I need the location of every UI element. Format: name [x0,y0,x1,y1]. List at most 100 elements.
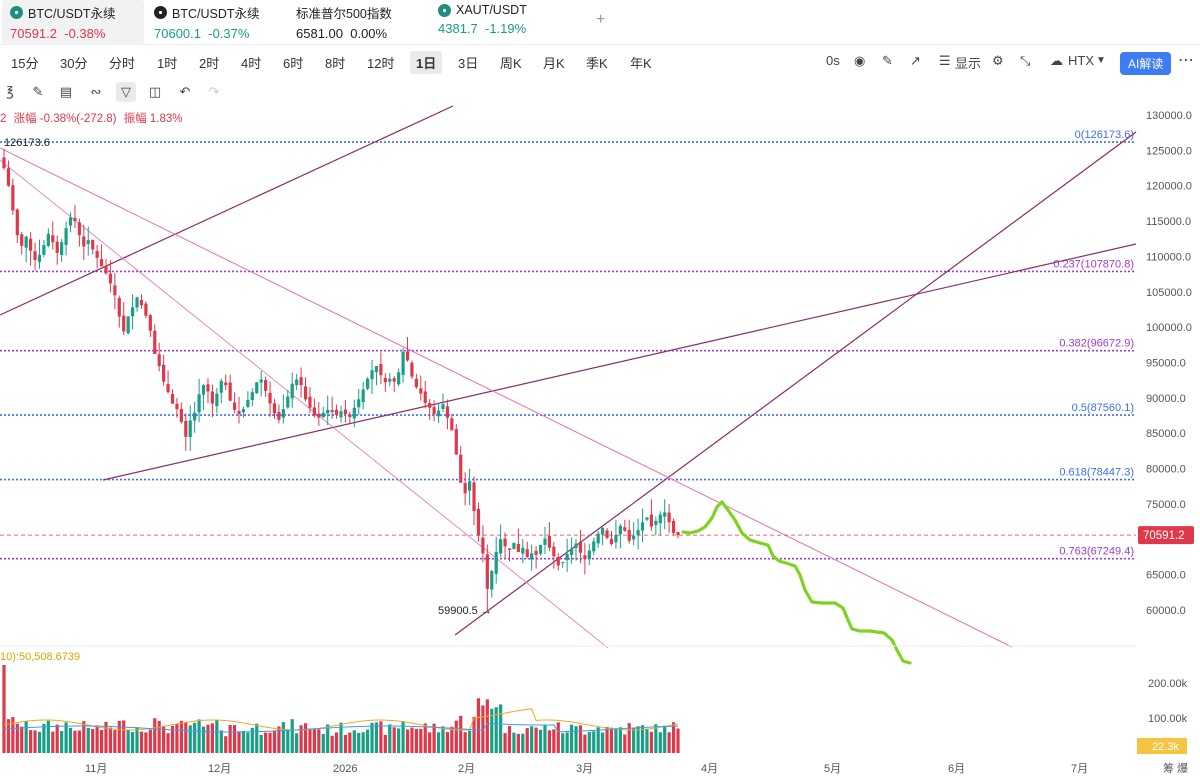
volume-bar [326,724,330,753]
candle-body [467,481,472,491]
ticker-tab-btc-perp-2[interactable]: BTC/USDT永续 70600.1 -0.37% [146,0,286,44]
candle-body [370,370,374,380]
chevron-down-icon[interactable]: ▼ [1096,55,1106,66]
ticker-tab-xaut[interactable]: XAUT/USDT 4381.7 -1.19% [430,0,570,44]
volume-bar [640,725,645,753]
volume-bar [348,732,352,753]
trend-line [0,159,609,649]
tf-12h[interactable]: 12时 [367,56,395,71]
candle-body [592,541,596,552]
candle-body [339,411,343,418]
tf-30m[interactable]: 30分 [60,56,88,71]
ticker-tab-btc-perp[interactable]: BTC/USDT永续 70591.2 -0.38% [2,0,144,44]
tf-month[interactable]: 月K [543,56,565,71]
redo-icon[interactable]: ↷ [208,84,220,99]
volume-bar [255,723,259,753]
candle-body [15,209,19,236]
volume-bar [321,733,325,753]
drawing-toolbar: ℥ ✎ ▤ ∾ ▽ ◫ ↶ ↷ [0,80,240,104]
ai-analysis-button[interactable]: AI解读 [1120,52,1172,75]
candle-body [561,561,565,563]
settings-icon[interactable]: ⚙ [992,53,1004,68]
x-axis-button: 筹 爆 [1163,761,1188,775]
candle-body [130,307,135,317]
tf-intraday[interactable]: 分时 [109,56,136,71]
candle-body [578,541,583,553]
x-tick-label: 6月 [948,763,965,775]
tf-3d[interactable]: 3日 [458,56,479,71]
tf-15m[interactable]: 15分 [11,56,39,71]
ticker-change: 0.00% [350,26,388,41]
share-icon[interactable]: ↗ [910,53,921,68]
exchange-select[interactable]: HTX [1068,53,1094,68]
candle-body [538,544,543,554]
undo-icon[interactable]: ↶ [179,84,191,99]
tf-6h[interactable]: 6时 [283,56,304,71]
tf-4h[interactable]: 4时 [241,56,262,71]
candle-body [454,429,458,455]
candle-body [663,512,667,517]
tf-1d[interactable]: 1日 [410,51,443,74]
magnet-icon[interactable]: ∾ [90,84,102,99]
y-tick-label: 75000.0 [1146,499,1186,511]
candle-body [99,259,104,267]
candle-body [55,241,59,253]
ticker-name: BTC/USDT永续 [28,7,116,21]
volume-bar [605,727,609,753]
camera-icon[interactable]: ◉ [854,53,866,68]
tf-1h[interactable]: 1时 [157,56,178,71]
candle-body [450,418,454,431]
edit-icon[interactable]: ✎ [32,84,44,99]
candle-body [423,391,427,403]
candle-body [388,378,392,382]
candle-body [228,382,232,401]
y-tick-label: 85000.0 [1146,428,1186,440]
candle-body [587,550,591,560]
volume-bar [237,731,241,753]
tf-week[interactable]: 周K [500,56,522,71]
candle-body [410,362,414,377]
volume-bar [82,721,86,753]
volume-bar [2,665,6,753]
candles-icon[interactable]: ℥ [6,84,14,99]
candle-body [472,482,476,511]
more-icon[interactable]: ⋯ [1178,52,1194,69]
tf-quarter[interactable]: 季K [586,56,608,71]
timeframe-bar: 15分 30分 分时 1时 2时 4时 6时 8时 12时 1日 3日 周K 月… [0,46,1200,76]
tf-2h[interactable]: 2时 [199,56,220,71]
volume-bar [210,723,215,753]
candle-body [303,386,308,400]
candle-body [667,512,671,523]
volume-bar [636,726,640,753]
ohlc-info-line: 2 涨幅 -0.38%(-272.8) 振幅 1.83% [0,110,187,126]
ticker-tab-sp500[interactable]: 标准普尔500指数 6581.00 0.00% [288,0,418,44]
candle-body [569,548,574,556]
candle-body [645,517,649,520]
volume-bar [295,733,299,753]
volume-bar [286,730,290,753]
volume-bar [490,708,494,753]
candle-body [29,238,33,251]
tf-year[interactable]: 年K [630,56,652,71]
candle-body [321,412,325,418]
volume-bar [352,730,356,753]
volume-bar [277,726,281,753]
candle-body [516,543,520,553]
display-button[interactable]: 显示 [955,56,982,71]
display-menu-icon[interactable]: ☰ [939,53,951,68]
candle-body [463,483,467,494]
filter-icon[interactable]: ▽ [116,82,136,102]
volume-bar [525,728,529,753]
fullscreen-icon[interactable]: ⤡ [1020,53,1031,68]
candle-body [108,273,113,284]
candle-body [42,245,46,255]
price-chart[interactable]: 130000.0 125000.0 120000.0 115000.0 110000.0… [0,104,1200,781]
trash-icon[interactable]: ◫ [148,84,162,99]
candle-body [308,396,312,408]
pencil-icon[interactable]: ✎ [882,53,893,68]
add-tab-button[interactable]: + [596,11,606,28]
volume-bar [139,731,144,753]
template-icon[interactable]: ▤ [59,84,73,99]
tf-8h[interactable]: 8时 [325,56,346,71]
volume-bar [29,730,33,753]
